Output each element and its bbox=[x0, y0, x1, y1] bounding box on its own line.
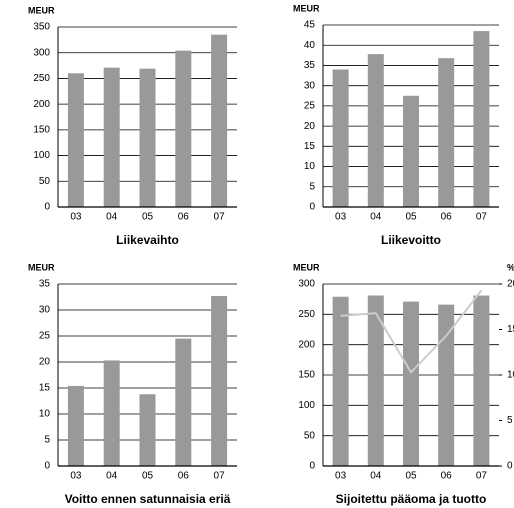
bar bbox=[367, 54, 384, 208]
y-axis-label: MEUR bbox=[28, 5, 55, 15]
y-tick-label: 30 bbox=[304, 80, 316, 91]
y-tick-label: 150 bbox=[33, 124, 50, 135]
x-tick-label: 07 bbox=[214, 471, 226, 482]
x-tick-label: 03 bbox=[70, 471, 82, 482]
y-tick-label: 45 bbox=[304, 20, 316, 31]
bar bbox=[211, 34, 228, 207]
y2-tick-label: 10 bbox=[507, 370, 514, 381]
y-tick-label: 10 bbox=[39, 409, 51, 420]
y-tick-label: 50 bbox=[304, 430, 316, 441]
y-tick-label: 0 bbox=[309, 461, 315, 472]
bar bbox=[67, 385, 84, 466]
bar bbox=[211, 295, 228, 466]
y-tick-label: 10 bbox=[304, 161, 316, 172]
bar bbox=[403, 95, 419, 207]
y-tick-label: 150 bbox=[298, 370, 315, 381]
y-tick-label: 35 bbox=[304, 60, 316, 71]
bar bbox=[473, 31, 490, 207]
y-tick-label: 350 bbox=[33, 22, 50, 33]
y-axis-label: MEUR bbox=[28, 262, 55, 272]
y-tick-label: 200 bbox=[33, 99, 50, 110]
x-tick-label: 07 bbox=[214, 212, 226, 223]
y-tick-label: 5 bbox=[44, 435, 50, 446]
bar bbox=[438, 304, 455, 466]
x-tick-label: 03 bbox=[70, 212, 82, 223]
x-tick-label: 05 bbox=[405, 212, 417, 223]
y-tick-label: 0 bbox=[44, 202, 50, 213]
y-tick-label: 30 bbox=[39, 305, 51, 316]
y-tick-label: 0 bbox=[309, 202, 315, 213]
y2-tick-label: 5 bbox=[507, 415, 513, 426]
bar bbox=[139, 68, 156, 208]
bar bbox=[175, 50, 192, 208]
y-tick-label: 250 bbox=[33, 73, 50, 84]
x-tick-label: 03 bbox=[335, 471, 347, 482]
x-tick-label: 05 bbox=[142, 212, 154, 223]
y-tick-label: 250 bbox=[298, 309, 315, 320]
x-tick-label: 04 bbox=[106, 471, 118, 482]
bar bbox=[139, 394, 156, 466]
y-axis-label: MEUR bbox=[293, 3, 320, 13]
y-tick-label: 100 bbox=[33, 150, 50, 161]
x-tick-label: 07 bbox=[476, 212, 488, 223]
bar bbox=[332, 69, 349, 207]
y-tick-label: 0 bbox=[44, 461, 50, 472]
y-tick-label: 25 bbox=[39, 331, 51, 342]
y2-axis-label: % bbox=[507, 262, 514, 272]
chart-title: Sijoitettu pääoma ja tuotto bbox=[336, 492, 487, 506]
y-tick-label: 100 bbox=[298, 400, 315, 411]
y-tick-label: 20 bbox=[39, 357, 51, 368]
x-tick-label: 06 bbox=[441, 212, 453, 223]
y-tick-label: 200 bbox=[298, 339, 315, 350]
chart-title: Voitto ennen satunnaisia eriä bbox=[65, 492, 231, 506]
y-tick-label: 300 bbox=[298, 279, 315, 290]
x-tick-label: 06 bbox=[178, 471, 190, 482]
y-tick-label: 20 bbox=[304, 121, 316, 132]
bar bbox=[403, 301, 419, 466]
x-tick-label: 06 bbox=[178, 212, 190, 223]
y-tick-label: 300 bbox=[33, 47, 50, 58]
bar bbox=[367, 295, 384, 466]
y-tick-label: 15 bbox=[304, 141, 316, 152]
y-tick-label: 5 bbox=[309, 181, 315, 192]
chart-title: Liikevaihto bbox=[116, 233, 179, 247]
bar bbox=[103, 67, 120, 207]
bar bbox=[332, 296, 349, 466]
y2-tick-label: 20 bbox=[507, 279, 514, 290]
y-tick-label: 50 bbox=[39, 176, 51, 187]
bar bbox=[473, 295, 490, 466]
x-tick-label: 04 bbox=[370, 471, 382, 482]
x-tick-label: 06 bbox=[441, 471, 453, 482]
y2-tick-label: 15 bbox=[507, 324, 514, 335]
y-tick-label: 15 bbox=[39, 383, 51, 394]
bar bbox=[103, 360, 120, 466]
bar bbox=[67, 73, 84, 208]
x-tick-label: 05 bbox=[142, 471, 154, 482]
x-tick-label: 07 bbox=[476, 471, 488, 482]
y-tick-label: 25 bbox=[304, 101, 316, 112]
y-tick-label: 40 bbox=[304, 40, 316, 51]
y2-tick-label: 0 bbox=[507, 461, 513, 472]
x-tick-label: 03 bbox=[335, 212, 347, 223]
line bbox=[340, 289, 483, 374]
y-axis-label: MEUR bbox=[293, 262, 320, 272]
y-tick-label: 35 bbox=[39, 279, 51, 290]
bar bbox=[438, 58, 455, 207]
bar bbox=[175, 338, 192, 466]
x-tick-label: 04 bbox=[106, 212, 118, 223]
chart-title: Liikevoitto bbox=[381, 233, 441, 247]
x-tick-label: 05 bbox=[405, 471, 417, 482]
x-tick-label: 04 bbox=[370, 212, 382, 223]
